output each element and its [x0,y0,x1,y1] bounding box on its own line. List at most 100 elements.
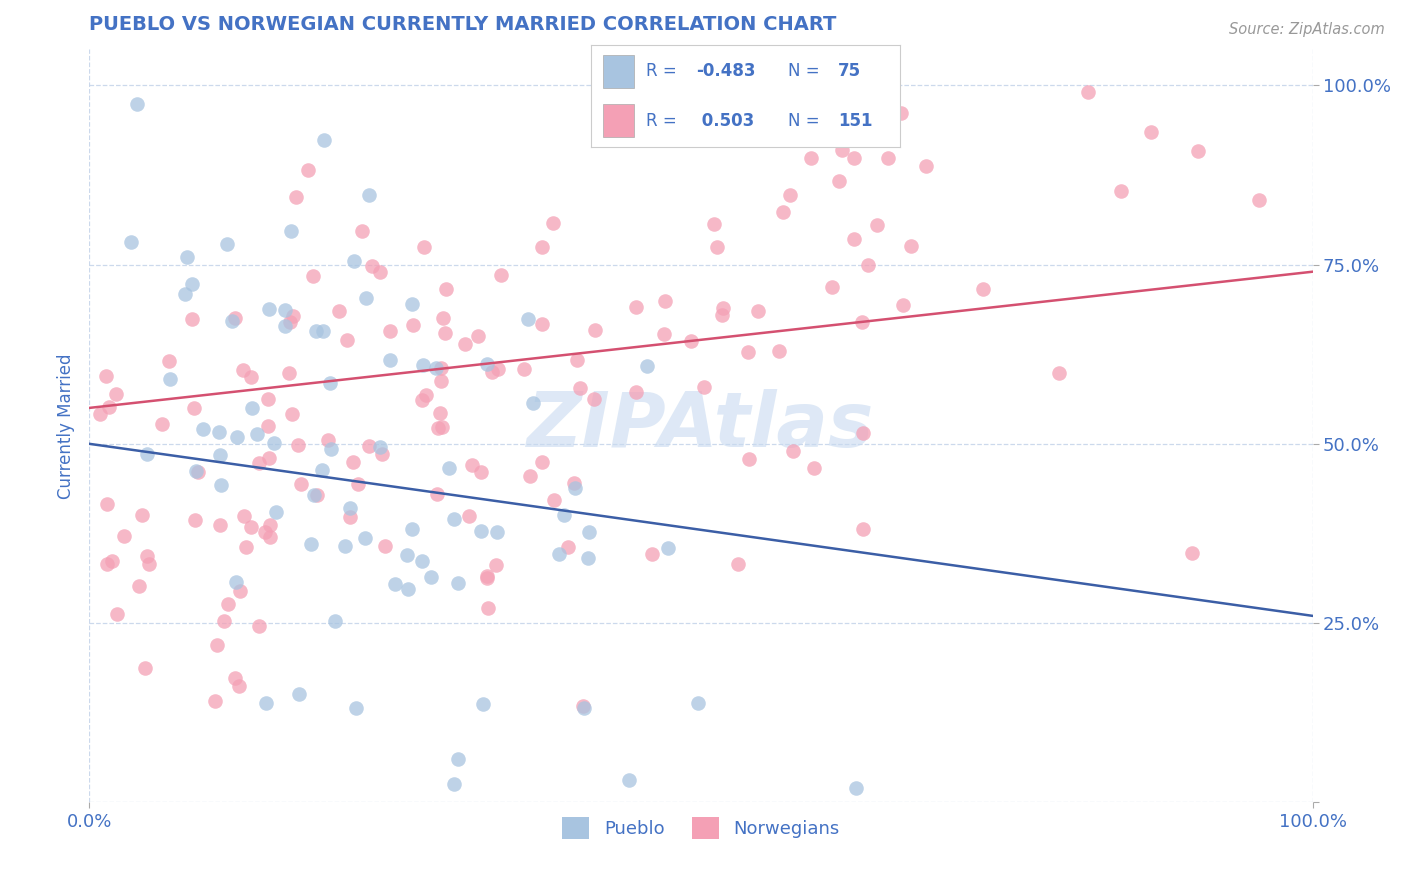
Point [302,488,325,502]
Point [541,216,564,230]
Point [290,476,312,491]
Point [323,615,346,629]
Point [447,575,470,590]
Point [259,530,281,544]
Point [180,312,202,326]
Point [432,420,454,434]
Point [657,541,679,556]
Point [572,698,595,713]
Point [426,487,449,501]
Point [800,151,823,165]
Point [779,187,801,202]
Point [297,163,319,178]
Point [224,311,246,326]
Point [915,159,938,173]
Point [150,417,173,431]
Text: PUEBLO VS NORWEGIAN CURRENTLY MARRIED CORRELATION CHART: PUEBLO VS NORWEGIAN CURRENTLY MARRIED CO… [89,15,837,34]
Point [136,447,159,461]
Point [134,661,156,675]
Point [530,240,553,254]
Point [176,251,198,265]
Point [747,303,769,318]
Point [221,314,243,328]
Point [305,488,328,502]
Point [893,298,915,312]
Point [353,532,375,546]
Point [281,407,304,421]
Point [314,133,336,147]
Point [679,334,702,348]
Point [128,579,150,593]
Point [204,694,226,708]
Point [285,190,308,204]
Text: N =: N = [789,112,825,129]
Point [430,361,453,376]
Point [516,312,538,326]
Point [281,309,304,323]
Point [242,401,264,415]
Point [799,121,821,136]
Point [135,549,157,564]
Point [565,353,588,368]
Point [1111,184,1133,198]
Point [112,528,135,542]
Point [657,112,679,127]
Point [212,615,235,629]
Point [105,607,128,622]
Point [259,518,281,533]
Text: 75: 75 [838,62,860,80]
Point [319,376,342,390]
Point [454,336,477,351]
Point [287,438,309,452]
Text: R =: R = [647,112,682,129]
Point [411,393,433,408]
Point [472,697,495,711]
Point [101,554,124,568]
Point [396,582,419,596]
Point [339,500,361,515]
Point [184,513,207,527]
Point [477,358,499,372]
Point [378,324,401,338]
Point [274,302,297,317]
Point [706,240,728,254]
Point [470,524,492,538]
Point [368,265,391,279]
Point [900,239,922,253]
Point [1077,86,1099,100]
Point [582,392,605,406]
Point [342,455,364,469]
Point [305,325,328,339]
Point [467,328,489,343]
Point [228,679,250,693]
Point [402,318,425,332]
Point [640,548,662,562]
Point [225,574,247,589]
Point [264,505,287,519]
Point [513,362,536,376]
Point [228,584,250,599]
Point [184,464,207,478]
Point [359,187,381,202]
Point [679,86,702,100]
Point [96,558,118,572]
Point [522,396,544,410]
Point [240,370,263,384]
Point [256,696,278,710]
Point [239,520,262,534]
Point [432,310,454,325]
Point [319,442,342,456]
Point [226,429,249,443]
Point [280,224,302,238]
Point [851,315,873,329]
Point [486,361,509,376]
Point [205,638,228,652]
Point [328,304,350,318]
Point [703,217,725,231]
Point [301,268,323,283]
Point [852,522,875,536]
Point [254,524,277,539]
Point [772,205,794,219]
Point [738,452,761,467]
Point [339,510,361,524]
